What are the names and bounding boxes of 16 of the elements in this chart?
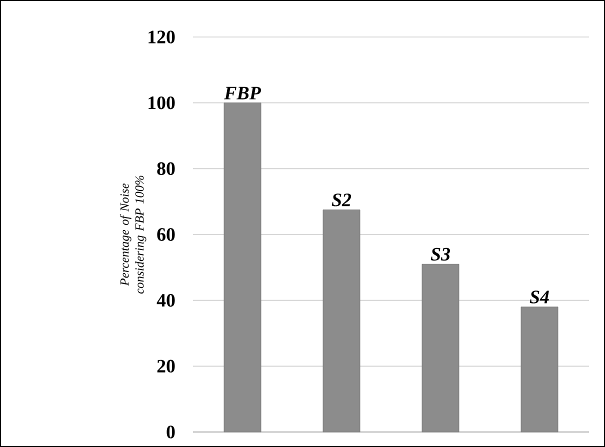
x-tick-label: S2: [332, 194, 352, 206]
y-tick-label: 100: [148, 96, 175, 110]
y-axis-title: Percentage of Noise considering FBP 100%: [120, 176, 146, 294]
bar: [520, 306, 558, 432]
y-tick-label: 20: [157, 360, 175, 373]
y-tick-label: 80: [157, 162, 175, 176]
y-tick-label: 60: [157, 228, 175, 241]
bar: [224, 102, 262, 432]
x-tick-label: S4: [530, 290, 549, 304]
x-tick-label: S3: [430, 248, 450, 261]
y-tick-label: 40: [156, 294, 175, 307]
bar: [422, 264, 460, 432]
x-tick-label: FBP: [224, 86, 262, 100]
y-tick-label: 0: [166, 426, 175, 438]
y-tick-label: 120: [148, 30, 175, 44]
bar: [322, 210, 360, 432]
